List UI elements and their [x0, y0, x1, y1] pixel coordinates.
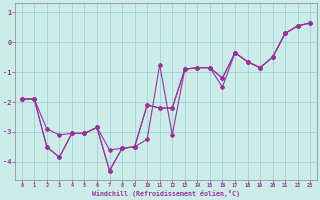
- X-axis label: Windchill (Refroidissement éolien,°C): Windchill (Refroidissement éolien,°C): [92, 190, 240, 197]
